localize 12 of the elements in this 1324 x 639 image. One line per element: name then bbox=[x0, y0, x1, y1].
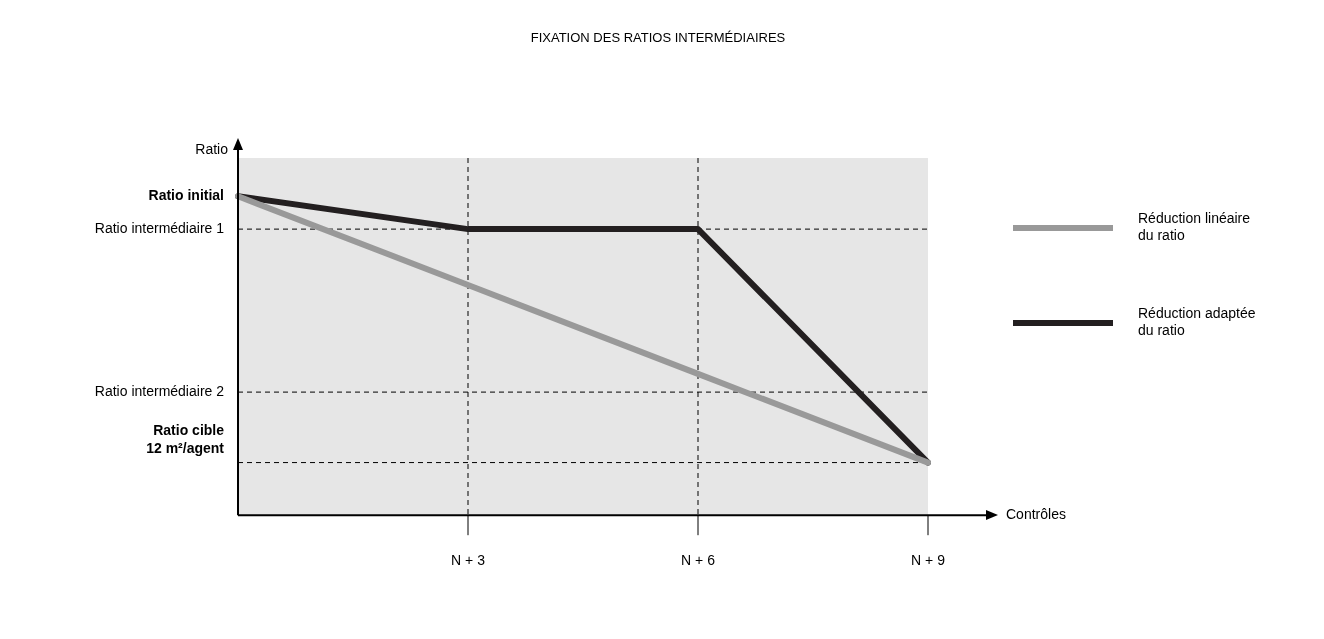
chart-title: FIXATION DES RATIOS INTERMÉDIAIRES bbox=[530, 29, 786, 45]
text: Réduction linéaire du ratio bbox=[1138, 210, 1251, 244]
x-tick-label: N + 6 bbox=[681, 552, 716, 569]
y-axis-title: Ratio bbox=[195, 140, 229, 157]
text: Ratio initial bbox=[148, 187, 224, 204]
x-axis-title: Contrôles bbox=[1006, 506, 1066, 523]
ref-line-label: Ratio intermédiaire 1 bbox=[94, 219, 225, 236]
ref-line-label: Ratio cible 12 m²/agent bbox=[146, 422, 225, 457]
x-tick-label: N + 3 bbox=[451, 552, 486, 569]
text: Réduction adaptée du ratio bbox=[1138, 305, 1256, 339]
ref-line-label: Ratio intermédiaire 2 bbox=[94, 382, 225, 399]
x-tick-label: N + 9 bbox=[911, 552, 946, 569]
